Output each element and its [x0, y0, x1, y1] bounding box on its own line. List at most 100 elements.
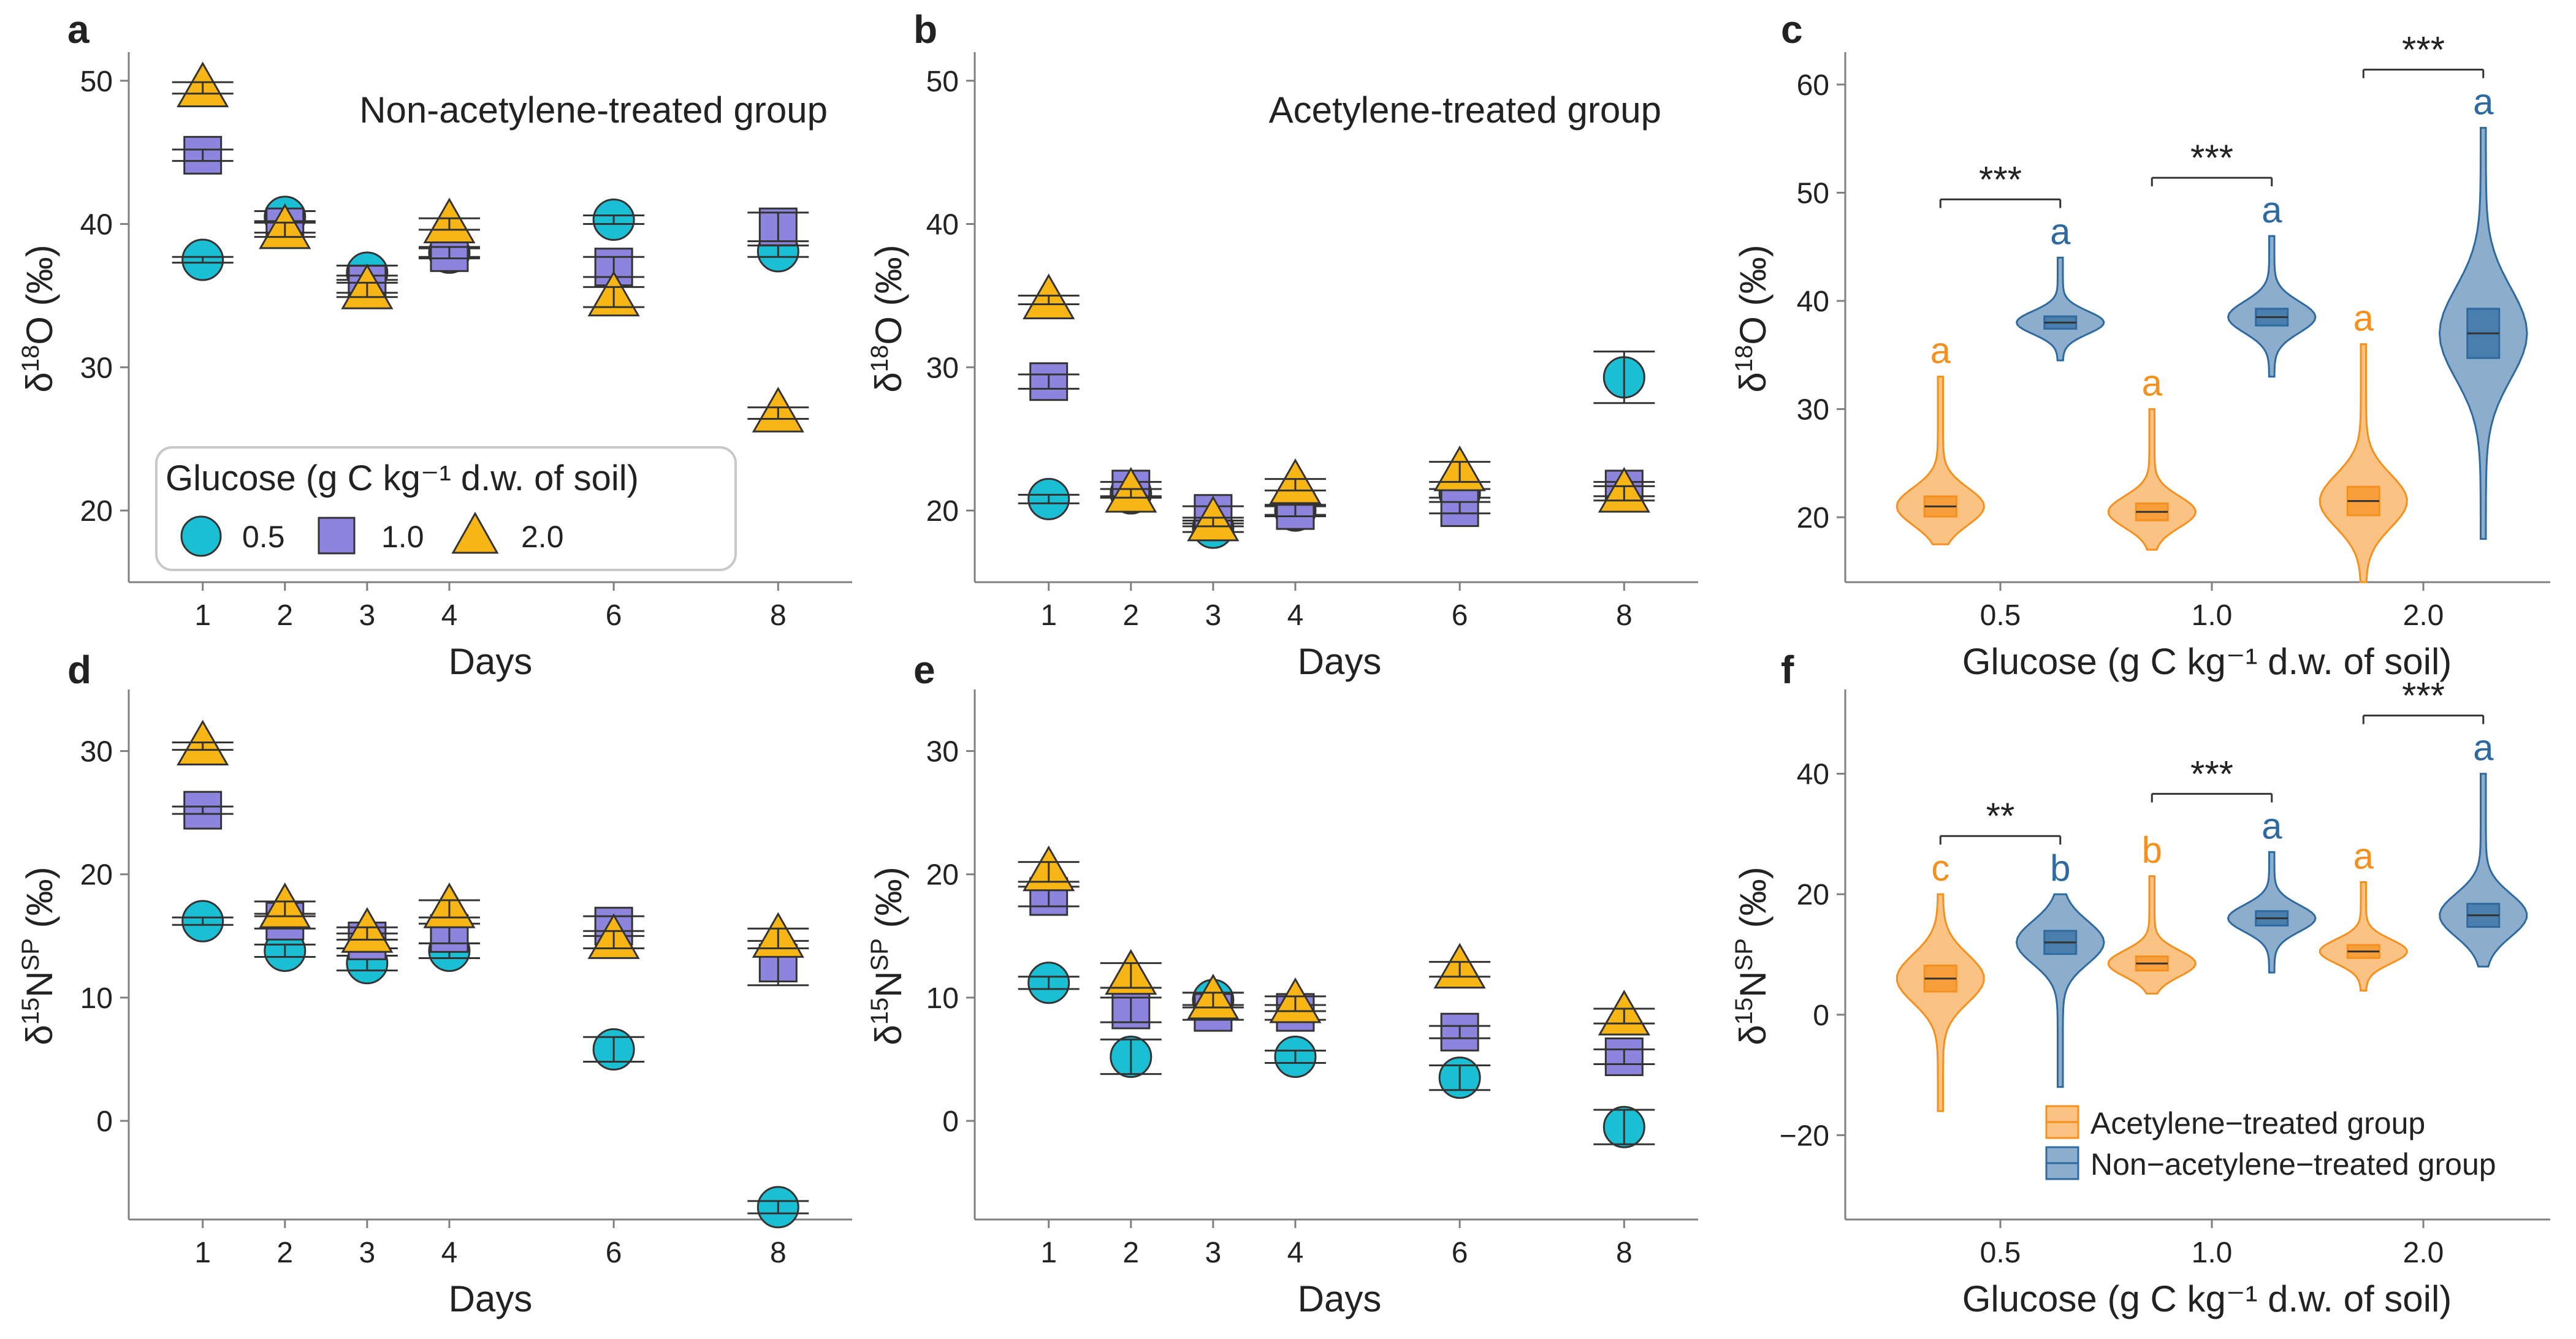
legend-item-1-0: 1.0: [381, 520, 424, 554]
panel-label-e: e: [913, 648, 936, 692]
x-label-f: Glucose (g C kg⁻¹ d.w. of soil): [1962, 1278, 2452, 1319]
glucose-legend: Glucose (g C kg⁻¹ d.w. of soil) 0.5 1.0 …: [155, 446, 737, 571]
significance-stars: ***: [2402, 675, 2445, 716]
significance-letter: b: [2050, 848, 2070, 889]
x-tick-label: 2: [1122, 599, 1139, 632]
significance-letter: a: [2262, 805, 2282, 846]
x-tick-label: 2: [1122, 1237, 1139, 1269]
y-tick-label: 30: [80, 736, 113, 768]
x-tick-label: 1: [1040, 599, 1057, 632]
y-tick-label: 20: [1797, 502, 1829, 534]
y-label-a: δ18O (‰): [17, 245, 60, 392]
y-tick-label: 60: [1797, 69, 1829, 102]
x-tick-label: 2.0: [2403, 1237, 2444, 1269]
plot-d: 0 10 20 30 1 2 3 4 6 8: [80, 689, 852, 1269]
plot-e: 0 10 20 30 1 2 3 4 6 8: [926, 689, 1698, 1269]
title-a: Non-acetylene-treated group: [359, 89, 828, 131]
legend-item-2-0: 2.0: [521, 520, 564, 554]
significance-stars: ***: [2402, 29, 2445, 70]
x-tick-label: 4: [441, 599, 458, 632]
y-tick-label: 20: [1797, 879, 1829, 911]
violin-body: [2107, 875, 2197, 995]
data-point-square: [1440, 1012, 1479, 1052]
x-tick-label: 3: [1205, 599, 1222, 632]
y-label-e: δ15NSP (‰): [866, 867, 909, 1045]
significance-letter: a: [2473, 82, 2494, 123]
plot-c: 20 30 40 50 60 0.5 1.0 2.0 a a a a a a *** *** ***: [1797, 29, 2550, 632]
y-tick-label: 40: [1797, 759, 1829, 791]
y-tick-label: 10: [926, 982, 959, 1015]
group-legend: Acetylene−treated group Non−acetylene−tr…: [2045, 1105, 2496, 1182]
x-tick-label: 0.5: [1980, 1237, 2021, 1269]
significance-letter: a: [2262, 189, 2282, 230]
x-tick-label: 8: [1616, 1237, 1633, 1269]
x-tick-label: 4: [441, 1237, 458, 1269]
panel-b: b Acetylene-treated group 20 30 40 50 1 2 3 4 6 8…: [866, 7, 1698, 682]
x-tick-label: 3: [1205, 1237, 1222, 1269]
x-tick-label: 8: [1616, 599, 1633, 632]
plot-b: 20 30 40 50 1 2 3 4 6 8: [926, 52, 1698, 632]
violin-body: [2439, 773, 2528, 968]
x-tick-label: 4: [1287, 599, 1304, 632]
significance-letter: a: [2353, 836, 2374, 877]
legend-marker-triangle: [451, 511, 499, 554]
x-tick-label: 2.0: [2403, 599, 2444, 632]
x-tick-label: 1.0: [2192, 1237, 2233, 1269]
legend-frame: [155, 446, 737, 571]
violin-body: [1896, 893, 1985, 1112]
significance-letter: a: [1930, 330, 1951, 371]
y-label-f: δ15NSP (‰): [1731, 867, 1774, 1045]
y-tick-label: 20: [80, 859, 113, 892]
title-b: Acetylene-treated group: [1269, 89, 1661, 131]
panel-label-a: a: [67, 7, 90, 51]
y-tick-label: 0: [96, 1106, 113, 1138]
y-tick-label: 10: [80, 982, 113, 1015]
legend-item-0-5: 0.5: [242, 520, 285, 554]
panel-label-c: c: [1781, 7, 1803, 51]
y-tick-label: 30: [926, 352, 959, 384]
x-tick-label: 3: [359, 1237, 376, 1269]
panel-label-d: d: [67, 648, 91, 692]
x-tick-label: 1: [194, 599, 211, 632]
y-tick-label: 40: [1797, 286, 1829, 318]
x-label-e: Days: [1298, 1278, 1382, 1319]
x-tick-label: 6: [1452, 1237, 1468, 1269]
x-label-a: Days: [449, 641, 533, 682]
y-tick-label: 50: [926, 66, 959, 98]
x-label-c: Glucose (g C kg⁻¹ d.w. of soil): [1962, 641, 2452, 682]
x-label-d: Days: [449, 1278, 533, 1319]
data-point-square: [1604, 1037, 1644, 1076]
y-tick-label: 50: [1797, 177, 1829, 210]
y-tick-label: 30: [926, 736, 959, 768]
significance-letter: a: [2473, 727, 2494, 768]
x-tick-label: 1: [1040, 1237, 1057, 1269]
y-tick-label: 40: [80, 209, 113, 241]
y-label-b: δ18O (‰): [866, 245, 909, 392]
significance-letter: a: [2142, 363, 2163, 404]
legend-marker-square: [318, 517, 356, 555]
x-tick-label: 3: [359, 599, 376, 632]
violin-body: [2015, 893, 2105, 1088]
panel-e: e 0 10 20 30 1 2 3 4 6 8 Days δ15NSP (‰): [866, 648, 1698, 1319]
plot-a: 20 30 40 50 1 2 3 4 6 8: [80, 52, 852, 632]
x-tick-label: 2: [276, 1237, 293, 1269]
significance-letter: c: [1931, 848, 1949, 889]
x-tick-label: 6: [1452, 599, 1468, 632]
violin-body: [2319, 881, 2408, 992]
y-tick-label: 0: [1813, 1000, 1829, 1032]
violin-body: [1896, 376, 1986, 545]
x-tick-label: 2: [276, 599, 293, 632]
legend-title: Glucose (g C kg⁻¹ d.w. of soil): [166, 458, 639, 498]
panel-d: d 0 10 20 30 1 2 3 4 6 8 Days δ15NSP (‰): [17, 648, 852, 1319]
x-label-b: Days: [1298, 641, 1382, 682]
significance-letter: a: [2050, 211, 2071, 252]
y-label-d: δ15NSP (‰): [17, 867, 60, 1045]
x-tick-label: 6: [606, 1237, 622, 1269]
violin-body: [2227, 235, 2317, 378]
significance-stars: ***: [1979, 159, 2022, 200]
